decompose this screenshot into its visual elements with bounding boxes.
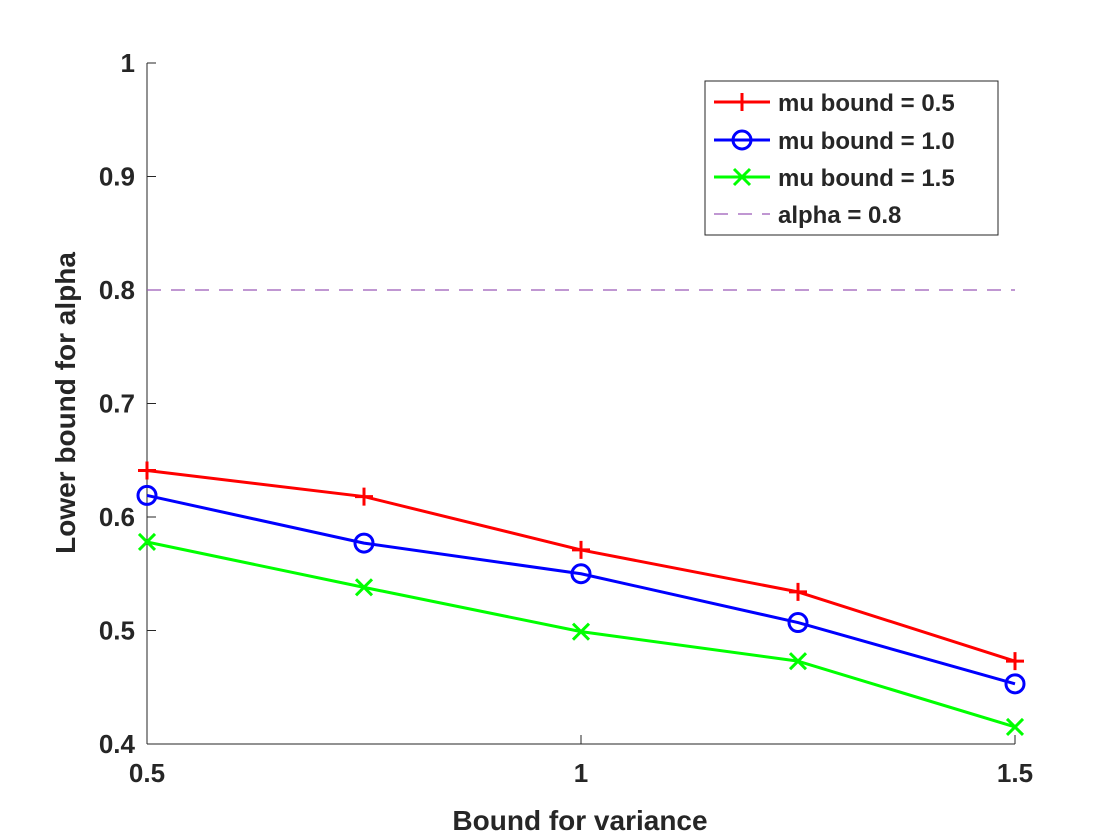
series-line (146, 540, 1016, 729)
legend-box (704, 80, 999, 236)
data-point-plus (355, 487, 373, 506)
y-axis-label: Lower bound for alpha (50, 252, 81, 554)
y-tick-label: 0.8 (99, 275, 135, 305)
y-tick-label: 0.9 (99, 162, 135, 192)
data-point-x (354, 578, 374, 597)
data-point-x (1005, 717, 1025, 737)
data-point-plus (733, 93, 751, 111)
data-point-plus (1006, 652, 1024, 671)
data-point-circle (787, 612, 809, 634)
plot-area (136, 289, 1026, 737)
axes: 0.40.50.60.70.80.910.5 1 1.5 (99, 48, 1033, 788)
x-tick-label: 0.5 (129, 758, 165, 788)
legend-label: mu bound = 1.5 (778, 165, 955, 192)
y-tick-label: 0.6 (99, 502, 135, 532)
y-tick-label: 0.4 (99, 729, 136, 759)
data-point-circle (570, 563, 592, 585)
x-tick-label: 1 (574, 758, 588, 788)
data-point-plus (138, 461, 156, 480)
data-point-circle (136, 484, 158, 506)
legend-label: alpha = 0.8 (778, 202, 901, 229)
data-point-plus (572, 540, 590, 559)
x-tick-label: 1.5 (997, 758, 1033, 788)
legend: mu bound = 0.5 mu bound = 1.0 mu bound = 1… (704, 80, 999, 236)
data-point-x (137, 532, 157, 552)
y-tick-label: 0.5 (99, 616, 135, 646)
x-axis-label: Bound for variance (452, 805, 707, 836)
y-tick-label: 0.7 (99, 389, 135, 419)
data-point-plus (789, 582, 807, 601)
series-line (146, 493, 1016, 686)
data-point-circle (1004, 673, 1026, 695)
data-point-circle (731, 129, 753, 151)
legend-label: mu bound = 0.5 (778, 90, 955, 117)
data-point-x (732, 167, 752, 187)
legend-label: mu bound = 1.0 (778, 128, 955, 155)
data-point-x (571, 622, 591, 641)
y-tick-label: 1 (121, 48, 135, 78)
data-point-circle (353, 532, 375, 554)
data-point-x (788, 652, 808, 671)
